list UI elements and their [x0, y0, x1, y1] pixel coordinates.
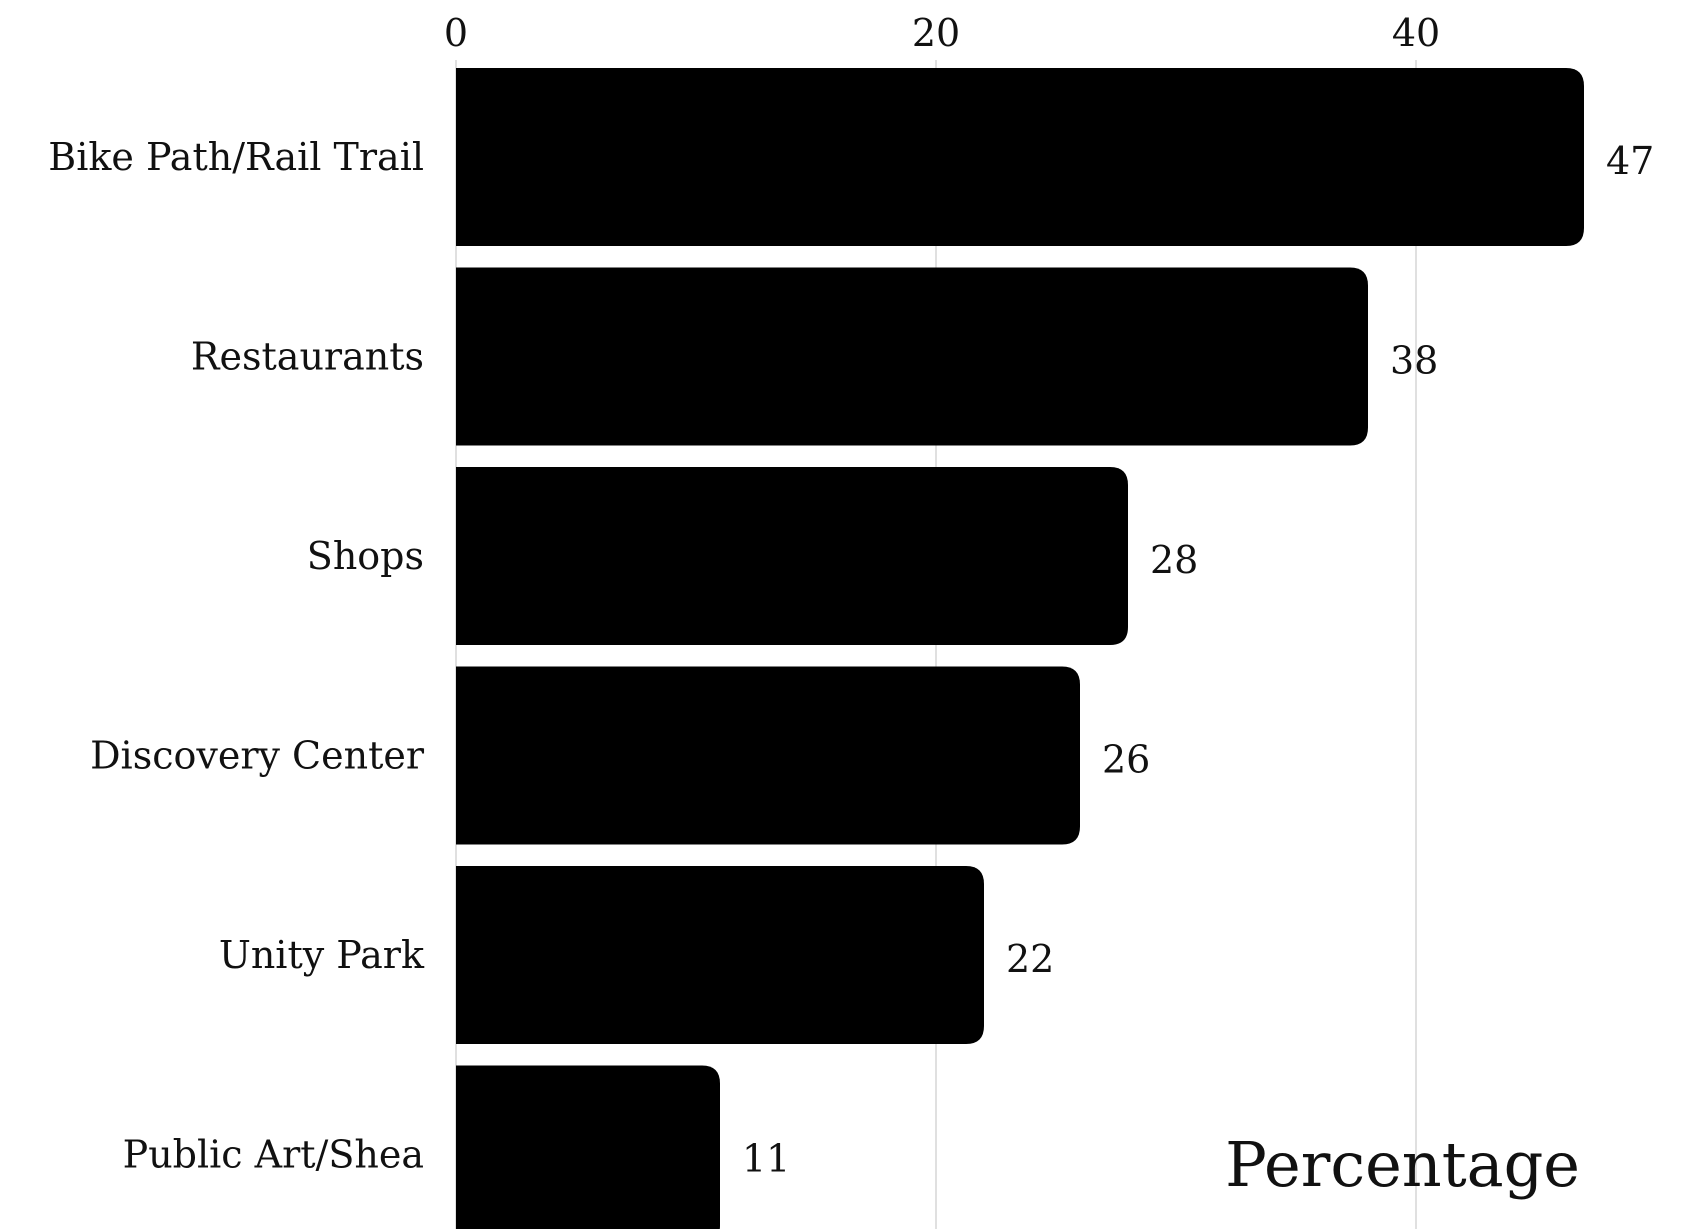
- bar-public-art-shea: [456, 1065, 720, 1229]
- bar-bike-path-rail-trail: [456, 68, 1584, 246]
- category-labels: Bike Path/Rail Trail Restaurants Shops Disc…: [48, 135, 425, 1177]
- value-label: 38: [1390, 339, 1438, 383]
- bar-restaurants: [456, 267, 1368, 446]
- category-label: Shops: [307, 534, 424, 578]
- value-label: 22: [1006, 937, 1054, 981]
- value-labels: 47 38 28 26 22 11: [742, 139, 1654, 1181]
- value-label: 47: [1606, 139, 1654, 183]
- bar-unity-park: [456, 866, 984, 1044]
- bar-shops: [456, 467, 1128, 645]
- x-tick-label: 40: [1392, 11, 1440, 55]
- category-label: Restaurants: [191, 335, 424, 379]
- category-label: Public Art/Shea: [123, 1133, 424, 1177]
- x-axis-ticks: 0 20 40: [444, 11, 1440, 55]
- x-tick-label: 20: [912, 11, 960, 55]
- category-label: Unity Park: [219, 933, 425, 977]
- category-label: Bike Path/Rail Trail: [48, 135, 424, 179]
- x-tick-label: 0: [444, 11, 468, 55]
- bars: [456, 68, 1584, 1229]
- value-label: 28: [1150, 538, 1198, 582]
- value-label: 11: [742, 1137, 790, 1181]
- x-axis-title: Percentage: [1225, 1128, 1580, 1201]
- value-label: 26: [1102, 738, 1150, 782]
- category-label: Discovery Center: [90, 734, 425, 778]
- bar-discovery-center: [456, 666, 1080, 845]
